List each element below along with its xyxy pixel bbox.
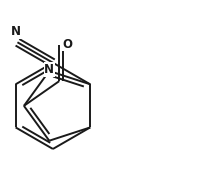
Text: O: O: [63, 38, 73, 51]
Text: N: N: [44, 63, 54, 76]
Text: N: N: [11, 25, 21, 38]
